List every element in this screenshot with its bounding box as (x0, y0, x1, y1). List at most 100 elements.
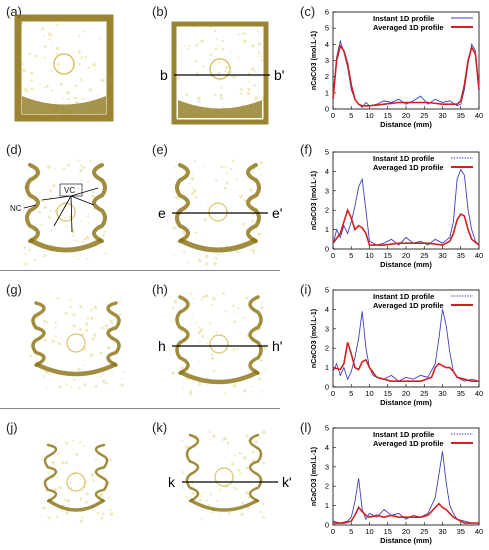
row-separator-2 (0, 408, 280, 409)
x-tick-label: 5 (349, 389, 353, 398)
panel-label-i: (i) (300, 282, 312, 297)
x-tick-label: 40 (475, 389, 483, 398)
cut-label-start: k (168, 474, 176, 490)
y-tick-label: 1 (325, 225, 329, 234)
x-tick-label: 20 (402, 111, 410, 120)
legend-label-instant: Instant 1D profile (373, 154, 434, 163)
x-tick-label: 20 (402, 527, 410, 536)
x-axis-label: Distance (mm) (380, 398, 432, 407)
x-tick-label: 5 (349, 251, 353, 260)
chart-i: 0 5 10 15 20 25 30 35 40 0 1 2 3 4 5 Distance (mm) nCaCO… (311, 286, 483, 408)
cut-label-end: e' (272, 205, 282, 221)
cut-line-2: e e' (158, 205, 282, 221)
panel-label-j: (j) (6, 420, 18, 435)
y-tick-label: 2 (325, 206, 329, 215)
sample-image-8 (181, 430, 266, 521)
x-tick-label: 30 (438, 111, 446, 120)
y-tick-label: 3 (325, 186, 329, 195)
y-tick-label: 5 (325, 24, 329, 33)
x-tick-label: 35 (457, 527, 465, 536)
legend-label-averaged: Averaged 1D profile (373, 23, 444, 32)
y-tick-label: 4 (325, 167, 329, 176)
y-axis-label: nCaCO3 (mol.L-1) (311, 309, 318, 368)
sample-image-7 (41, 440, 114, 523)
series-averaged-line (332, 44, 480, 107)
x-tick-label: 10 (365, 251, 373, 260)
y-tick-label: 5 (325, 148, 329, 157)
panel-label-d: (d) (6, 142, 22, 157)
x-tick-label: 25 (420, 111, 428, 120)
x-tick-label: 40 (475, 527, 483, 536)
cut-label-end: k' (282, 474, 292, 490)
sample-image-5 (29, 296, 125, 390)
x-tick-label: 0 (331, 527, 335, 536)
panel-label-f: (f) (300, 142, 313, 157)
x-tick-label: 35 (457, 111, 465, 120)
cut-label-start: b (160, 67, 168, 83)
x-tick-label: 15 (384, 111, 392, 120)
panel-label-e: (e) (152, 142, 168, 157)
x-tick-label: 0 (331, 111, 335, 120)
y-tick-label: 5 (325, 286, 329, 295)
plot-frame (332, 289, 480, 388)
nc-label: NC (10, 204, 22, 213)
panel-label-c: (c) (300, 4, 316, 19)
y-tick-label: 2 (325, 72, 329, 81)
cut-label-start: h (158, 338, 166, 354)
series-averaged-line (332, 208, 480, 246)
x-tick-label: 0 (331, 251, 335, 260)
panel-label-b: (b) (152, 4, 168, 19)
chart-l: 0 5 10 15 20 25 30 35 40 0 1 2 3 4 5 Distance (mm) nCaCO… (311, 424, 483, 546)
series-instant-line (332, 309, 480, 382)
y-tick-label: 3 (325, 462, 329, 471)
y-tick-label: 0 (325, 105, 329, 114)
plot-frame (332, 11, 480, 110)
y-tick-label: 1 (325, 88, 329, 97)
y-tick-label: 3 (325, 56, 329, 65)
x-tick-label: 20 (402, 389, 410, 398)
sample-images: b b' e e' h h' k k' NC VC (10, 14, 292, 523)
y-tick-label: 3 (325, 324, 329, 333)
x-tick-label: 35 (457, 251, 465, 260)
chart-f: 0 5 10 15 20 25 30 35 40 0 1 2 3 4 5 Distance (mm) nCaCO… (311, 148, 483, 270)
series-instant-line (332, 168, 480, 246)
x-tick-label: 15 (384, 527, 392, 536)
cut-line-4: k k' (168, 474, 292, 490)
y-axis-label: nCaCO3 (mol.L-1) (311, 447, 318, 506)
x-tick-label: 20 (402, 251, 410, 260)
legend-label-instant: Instant 1D profile (373, 14, 434, 23)
x-tick-label: 30 (438, 527, 446, 536)
cut-label-end: b' (274, 67, 284, 83)
legend-label-instant: Instant 1D profile (373, 430, 434, 439)
x-tick-label: 5 (349, 527, 353, 536)
x-axis-label: Distance (mm) (380, 536, 432, 545)
x-tick-label: 10 (365, 527, 373, 536)
y-tick-label: 4 (325, 40, 329, 49)
x-tick-label: 15 (384, 389, 392, 398)
x-tick-label: 10 (365, 111, 373, 120)
cut-line-3: h h' (158, 338, 282, 354)
y-axis-label: nCaCO3 (mol.L-1) (311, 31, 318, 90)
y-tick-label: 0 (325, 245, 329, 254)
cut-label-end: h' (272, 338, 282, 354)
x-tick-label: 25 (420, 389, 428, 398)
legend-label-instant: Instant 1D profile (373, 292, 434, 301)
x-tick-label: 40 (475, 111, 483, 120)
x-tick-label: 10 (365, 389, 373, 398)
x-tick-label: 35 (457, 389, 465, 398)
legend-label-averaged: Averaged 1D profile (373, 439, 444, 448)
series-averaged-line (332, 342, 479, 383)
x-tick-label: 30 (438, 251, 446, 260)
series-instant-line (332, 451, 479, 524)
y-tick-label: 6 (325, 8, 329, 17)
x-tick-label: 0 (331, 389, 335, 398)
y-tick-label: 2 (325, 344, 329, 353)
cut-line-1: b b' (160, 67, 284, 83)
sample-image-4 (172, 159, 264, 266)
panel-label-g: (g) (6, 282, 22, 297)
panel-label-l: (l) (300, 420, 312, 435)
vc-nc-annotation: NC VC (10, 183, 99, 233)
x-axis-label: Distance (mm) (380, 260, 432, 269)
y-tick-label: 5 (325, 424, 329, 433)
